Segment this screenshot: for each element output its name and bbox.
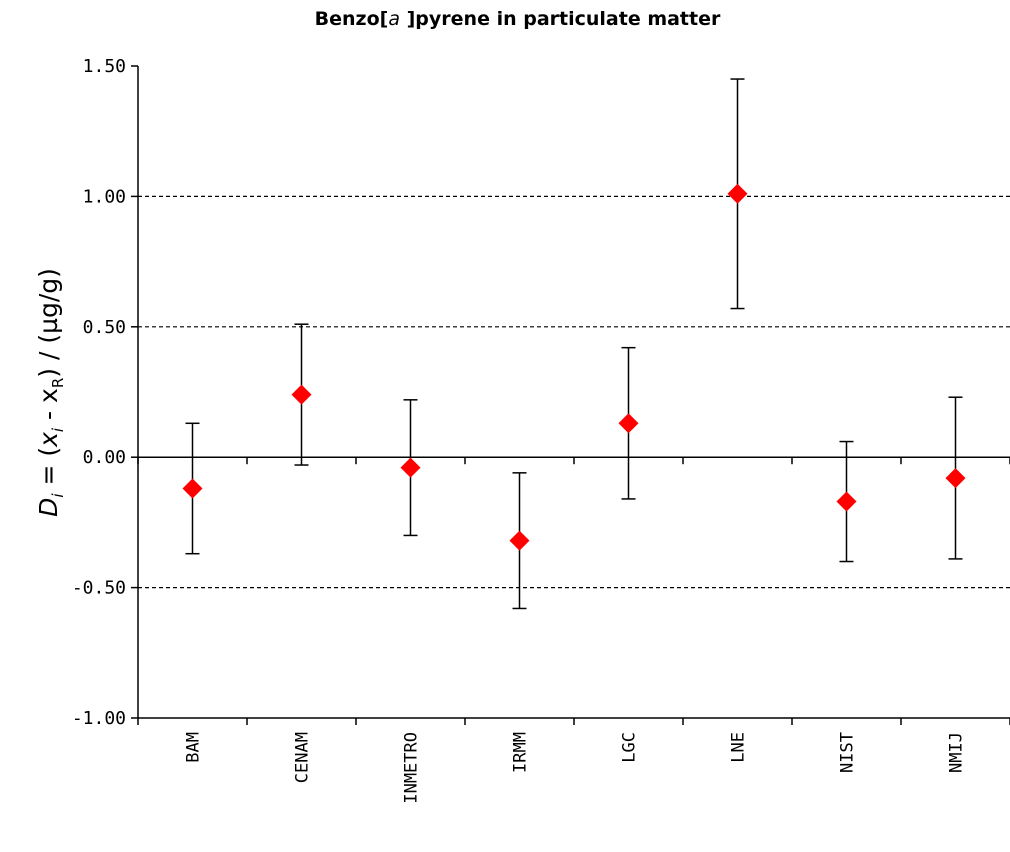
data-point <box>291 384 312 405</box>
x-category-label: BAM <box>184 732 204 763</box>
data-point <box>727 183 748 204</box>
data-point <box>400 457 421 478</box>
x-category-label: LGC <box>620 732 640 763</box>
chart-title: Benzo[a ]pyrene in particulate matter <box>0 8 1010 30</box>
y-axis-label: Di = (xi - xR) / (µg/g) <box>33 268 66 517</box>
x-category-label: NMIJ <box>947 732 967 773</box>
data-point <box>618 413 639 434</box>
y-label-minus: - x <box>33 387 63 428</box>
y-label-d: D <box>33 497 63 517</box>
y-tick-label: 1.50 <box>83 56 126 77</box>
y-label-r-sub: R <box>48 377 67 388</box>
y-label-eq: = ( <box>33 446 63 493</box>
x-category-label: INMETRO <box>402 732 422 804</box>
title-text-prefix: Benzo[ <box>314 8 389 30</box>
x-category-label: LNE <box>729 732 749 763</box>
y-label-rest: ) / (µg/g) <box>33 267 63 378</box>
data-point <box>509 530 530 551</box>
x-category-label: CENAM <box>293 732 313 783</box>
y-tick-label: -0.50 <box>72 578 126 599</box>
y-tick-label: -1.00 <box>72 708 126 729</box>
title-text-suffix: ]pyrene in particulate matter <box>400 8 721 30</box>
y-tick-label: 0.50 <box>83 317 126 338</box>
x-category-label: IRMM <box>511 732 531 773</box>
title-text-italic: a <box>388 8 400 30</box>
data-point <box>945 468 966 489</box>
data-point <box>182 478 203 499</box>
x-category-label: NIST <box>838 732 858 773</box>
y-label-x: x <box>33 431 63 447</box>
y-tick-label: 0.00 <box>83 447 126 468</box>
y-tick-label: 1.00 <box>83 186 126 207</box>
y-label-x-sub: i <box>48 427 67 432</box>
data-point <box>836 491 857 512</box>
